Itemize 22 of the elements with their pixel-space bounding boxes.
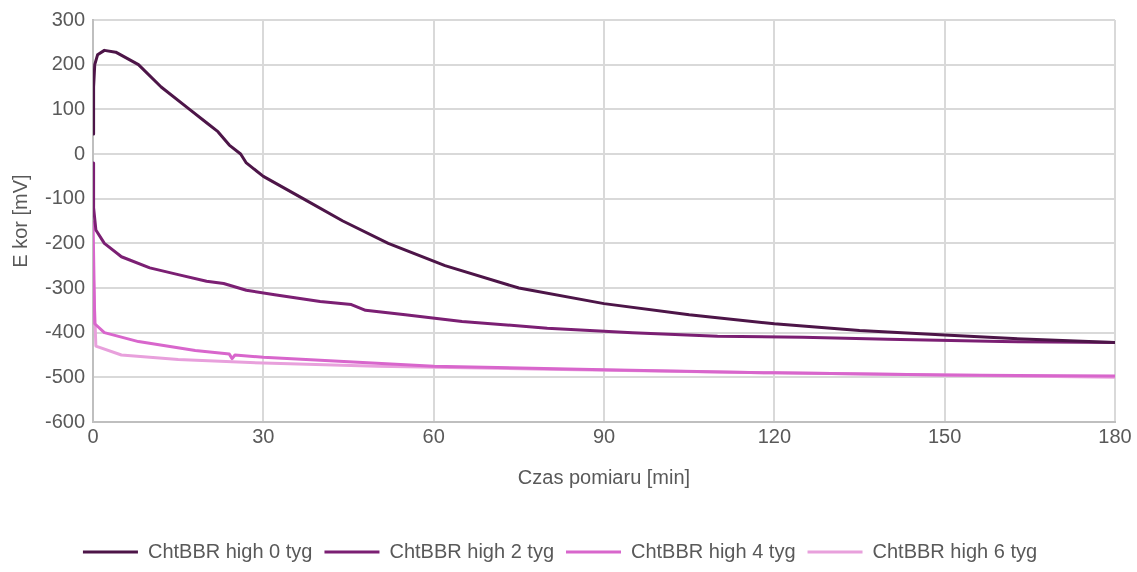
y-tick-label: -200 [45,230,86,253]
x-tick-label: 120 [757,424,792,447]
y-tick-label: -400 [45,320,86,343]
x-tick-label: 150 [927,424,962,447]
y-tick-label: -500 [45,364,86,387]
y-axis-title: E kor [mV] [8,174,31,268]
x-axis-title: Czas pomiaru [min] [517,465,691,488]
y-tick-label: 200 [51,52,86,75]
x-tick-label: 60 [422,424,445,447]
legend-label: ChtBBR high 4 tyg [631,539,796,562]
x-tick-label: 180 [1098,424,1132,447]
legend-label: ChtBBR high 0 tyg [147,539,313,562]
y-tick-label: -100 [45,186,86,209]
legend-label: ChtBBR high 2 tyg [389,539,554,562]
y-tick-label: 0 [73,141,86,164]
x-tick-label: 30 [252,424,275,447]
x-tick-label: 90 [592,424,616,447]
y-tick-label: -300 [45,275,86,298]
y-tick-label: 100 [51,96,86,119]
legend-label: ChtBBR high 6 tyg [872,539,1038,562]
y-tick-label: 300 [51,7,86,30]
y-tick-label: -600 [45,409,86,432]
